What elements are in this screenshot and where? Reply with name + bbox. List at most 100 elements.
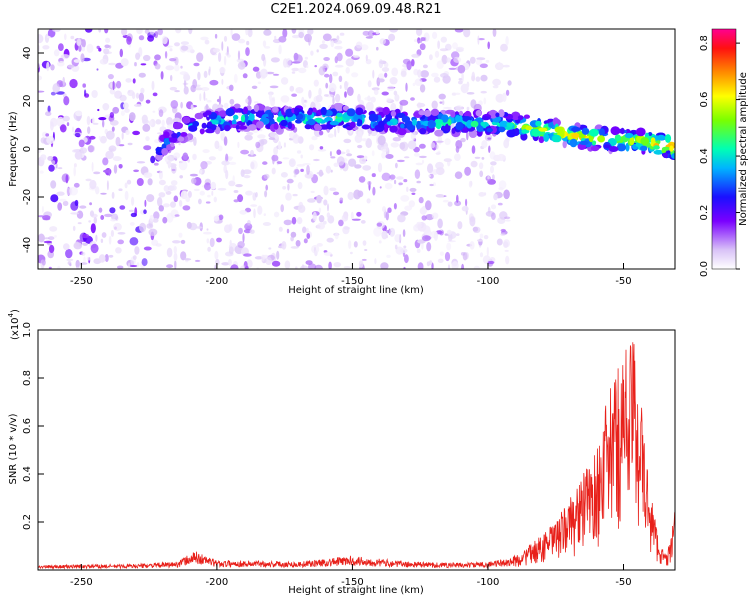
noise-blob	[93, 171, 101, 175]
noise-blob	[379, 186, 382, 189]
page-title: C2E1.2024.069.09.48.R21	[270, 2, 442, 17]
noise-blob	[437, 218, 443, 229]
noise-blob	[246, 40, 250, 46]
noise-blob	[48, 236, 55, 241]
noise-blob	[139, 222, 147, 233]
noise-blob	[180, 41, 189, 45]
noise-blob	[257, 205, 263, 215]
noise-blob	[455, 140, 463, 149]
noise-blob	[81, 39, 86, 48]
noise-blob	[437, 258, 444, 263]
noise-blob	[327, 203, 329, 212]
ridge-blob	[161, 148, 169, 156]
noise-blob	[132, 78, 136, 84]
ridge-blob	[640, 145, 648, 152]
noise-blob	[223, 136, 228, 146]
noise-blob	[360, 220, 366, 224]
noise-blob	[457, 64, 466, 74]
noise-blob	[327, 133, 334, 138]
noise-blob	[398, 182, 404, 186]
noise-blob	[470, 180, 473, 187]
noise-blob	[110, 82, 113, 89]
ridge-blob	[486, 128, 494, 133]
ridge-blob	[194, 112, 204, 120]
noise-blob	[124, 108, 130, 113]
noise-blob	[280, 204, 285, 213]
noise-blob	[318, 130, 324, 136]
colorbar-tick-label: 0.8	[699, 35, 710, 51]
noise-blob	[117, 265, 124, 269]
snr-y-tick-label: 0.4	[22, 466, 33, 482]
ridge-blob	[520, 132, 528, 141]
noise-blob	[229, 98, 235, 105]
ridge-blob	[419, 128, 427, 135]
noise-blob	[319, 146, 324, 150]
noise-blob	[487, 41, 491, 50]
noise-blob	[262, 40, 267, 47]
noise-blob	[356, 155, 365, 159]
noise-blob	[345, 58, 355, 67]
noise-blob	[55, 163, 58, 169]
ridge-blob	[569, 138, 578, 148]
noise-blob	[250, 204, 258, 207]
noise-blob	[262, 161, 268, 165]
noise-blob	[307, 29, 314, 35]
ridge-blob	[390, 110, 397, 117]
noise-blob	[271, 167, 276, 175]
noise-blob	[100, 215, 105, 220]
noise-blob	[278, 44, 282, 55]
noise-blob	[399, 99, 409, 106]
noise-blob	[460, 252, 466, 256]
noise-blob	[39, 170, 44, 174]
noise-blob	[356, 211, 362, 217]
noise-blob	[133, 103, 142, 107]
ridge-blob	[625, 142, 630, 152]
noise-blob	[47, 156, 54, 161]
noise-blob	[78, 44, 82, 52]
noise-blob	[276, 250, 280, 260]
noise-blob	[214, 250, 219, 260]
noise-blob	[174, 214, 180, 217]
noise-blob	[65, 174, 69, 184]
noise-blob	[264, 46, 271, 49]
noise-blob	[384, 72, 388, 78]
noise-blob	[435, 161, 444, 170]
noise-blob	[93, 216, 98, 224]
noise-blob	[454, 92, 461, 96]
spectrogram-y-tick-label: -20	[22, 189, 33, 205]
ridge-blob	[225, 108, 235, 117]
noise-blob	[291, 93, 297, 97]
noise-blob	[158, 109, 164, 117]
noise-blob	[332, 96, 335, 105]
ridge-blob	[614, 134, 622, 142]
colorbar-gradient	[711, 28, 737, 270]
noise-blob	[351, 218, 361, 221]
noise-blob	[108, 235, 112, 245]
noise-blob	[479, 63, 488, 69]
noise-blob	[455, 105, 463, 111]
noise-blob	[431, 230, 438, 239]
ridge-blob	[653, 145, 660, 150]
snr-x-tick-label: -250	[70, 577, 93, 588]
noise-blob	[491, 212, 496, 220]
snr-ylabel: SNR (10 * v/v)	[8, 413, 19, 484]
noise-blob	[471, 71, 476, 82]
ridge-blob	[451, 127, 456, 134]
noise-blob	[82, 83, 86, 88]
noise-blob	[296, 217, 303, 225]
noise-blob	[240, 149, 250, 155]
noise-blob	[229, 239, 232, 247]
noise-blob	[219, 66, 226, 74]
noise-blob	[95, 234, 98, 242]
noise-blob	[129, 237, 139, 246]
noise-blob	[179, 71, 188, 76]
noise-blob	[477, 239, 483, 242]
ridge-blob	[357, 118, 362, 127]
ridge-blob	[355, 107, 364, 116]
noise-blob	[310, 50, 314, 56]
noise-blob	[316, 243, 323, 247]
noise-blob	[111, 191, 115, 199]
noise-blob	[271, 260, 281, 267]
noise-blob	[438, 93, 446, 100]
